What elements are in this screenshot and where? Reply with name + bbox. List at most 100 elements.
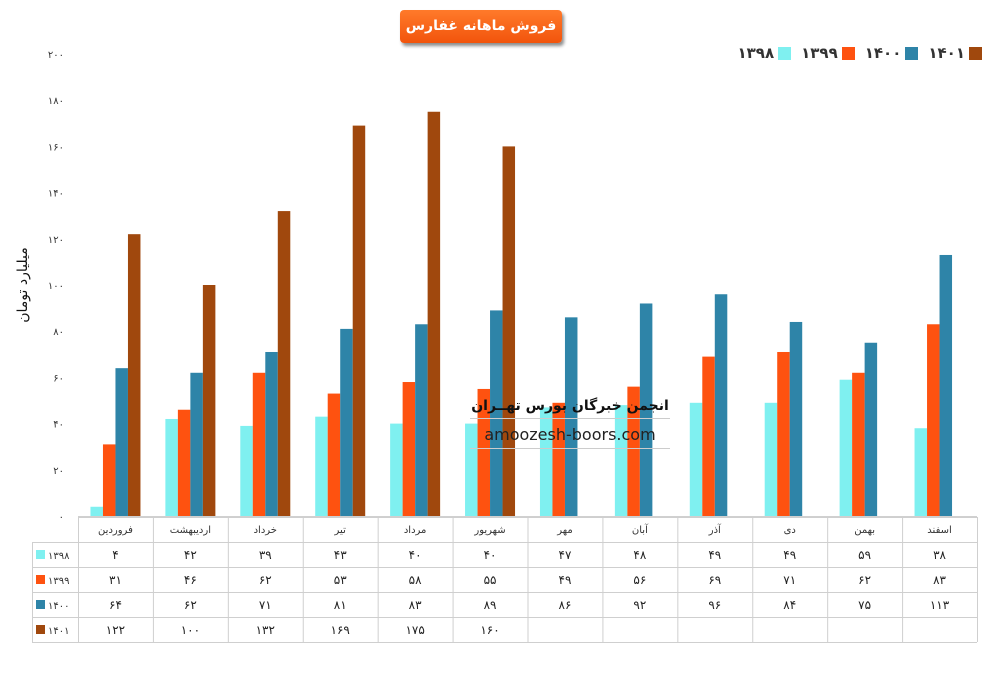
y-tick-label: ۶۰ bbox=[53, 373, 64, 384]
bar-۱۳۹۸ bbox=[390, 423, 403, 516]
bar-۱۴۰۰ bbox=[789, 321, 803, 516]
data-label: ۸۳ bbox=[409, 598, 422, 612]
data-label: ۴۳ bbox=[334, 548, 347, 562]
bar-۱۳۹۹ bbox=[552, 402, 565, 516]
bar-۱۴۰۰ bbox=[714, 294, 728, 516]
bar-۱۳۹۹ bbox=[702, 356, 715, 516]
x-tick-label: دی bbox=[784, 525, 796, 536]
y-tick-label: ۴۰ bbox=[53, 420, 64, 431]
bar-۱۴۰۱ bbox=[202, 285, 216, 516]
bar-۱۳۹۹ bbox=[177, 409, 191, 516]
data-label: ۷۱ bbox=[259, 598, 272, 612]
x-tick-label: اردیبهشت bbox=[170, 525, 211, 536]
y-tick-label: ۸۰ bbox=[53, 327, 64, 338]
legend-swatch bbox=[905, 46, 919, 60]
chart-title: فروش ماهانه غفارس bbox=[400, 10, 562, 43]
data-label: ۱۳۲ bbox=[256, 623, 275, 637]
data-label: ۴ bbox=[112, 548, 118, 562]
x-tick-label: اسفند bbox=[927, 525, 951, 536]
data-label: ۳۱ bbox=[109, 573, 122, 587]
data-label: ۳۹ bbox=[259, 548, 272, 562]
table-legend-key bbox=[36, 550, 45, 559]
divider bbox=[470, 448, 670, 449]
data-label: ۶۲ bbox=[184, 598, 197, 612]
data-label: ۸۴ bbox=[783, 598, 796, 612]
legend-item-1401: ۱۴۰۱ bbox=[928, 44, 982, 62]
legend-item-1400: ۱۴۰۰ bbox=[865, 44, 919, 62]
bar-۱۴۰۰ bbox=[864, 342, 878, 516]
bar-۱۳۹۹ bbox=[477, 388, 491, 516]
bar-۱۴۰۱ bbox=[127, 234, 141, 516]
legend-item-1398: ۱۳۹۸ bbox=[738, 44, 792, 62]
watermark: انجمن خبرگان بورس تهــران amoozesh-boors… bbox=[470, 398, 670, 453]
legend-swatch bbox=[969, 46, 982, 60]
data-label: ۱۶۹ bbox=[331, 623, 350, 637]
table-legend-key bbox=[36, 600, 45, 609]
bar-۱۴۰۰ bbox=[490, 310, 503, 516]
x-tick-label: مهر bbox=[556, 525, 572, 536]
bar-۱۳۹۹ bbox=[402, 382, 416, 516]
bar-۱۳۹۸ bbox=[315, 416, 328, 516]
data-label: ۶۲ bbox=[259, 573, 272, 587]
bar-۱۳۹۸ bbox=[839, 379, 853, 516]
data-label: ۶۴ bbox=[109, 598, 122, 612]
y-tick-label: ۱۴۰ bbox=[48, 189, 64, 200]
data-label: ۷۱ bbox=[783, 573, 796, 587]
data-label: ۴۸ bbox=[633, 548, 646, 562]
legend-label: ۱۴۰۱ bbox=[928, 44, 965, 62]
y-axis-label: میلیارد تومان bbox=[15, 247, 31, 322]
data-label: ۸۱ bbox=[334, 598, 347, 612]
data-label: ۴۹ bbox=[708, 548, 721, 562]
bar-۱۳۹۸ bbox=[614, 405, 628, 516]
data-label: ۱۲۲ bbox=[106, 623, 125, 637]
table-series-name: ۱۳۹۸ bbox=[48, 551, 70, 562]
x-tick-label: خرداد bbox=[254, 525, 277, 536]
bar-۱۴۰۰ bbox=[415, 324, 428, 516]
data-label: ۳۸ bbox=[933, 548, 946, 562]
table-legend-key bbox=[36, 575, 45, 584]
bar-۱۴۰۰ bbox=[265, 351, 278, 516]
x-tick-label: آذر bbox=[708, 523, 722, 536]
bar-۱۴۰۰ bbox=[115, 368, 128, 516]
x-tick-label: تیر bbox=[334, 525, 347, 536]
bar-۱۴۰۰ bbox=[340, 328, 353, 516]
bar-۱۳۹۸ bbox=[240, 425, 253, 516]
watermark-site: amoozesh-boors.com bbox=[484, 425, 656, 444]
data-label: ۴۷ bbox=[559, 548, 572, 562]
bar-۱۴۰۱ bbox=[427, 111, 441, 516]
divider bbox=[470, 418, 670, 419]
bar-۱۴۰۰ bbox=[564, 317, 578, 516]
data-label: ۵۹ bbox=[858, 548, 871, 562]
bar-۱۴۰۰ bbox=[190, 372, 203, 516]
legend-label: ۱۳۹۹ bbox=[801, 44, 838, 62]
data-label: ۴۹ bbox=[559, 573, 572, 587]
legend-swatch bbox=[841, 46, 855, 60]
bar-۱۳۹۸ bbox=[539, 407, 553, 516]
data-label: ۵۳ bbox=[334, 573, 347, 587]
legend-swatch bbox=[778, 46, 792, 60]
legend-label: ۱۴۰۰ bbox=[864, 44, 902, 62]
bar-۱۳۹۸ bbox=[90, 506, 103, 516]
y-tick-label: ۲۰۰ bbox=[48, 50, 64, 61]
legend-label: ۱۳۹۸ bbox=[737, 44, 775, 62]
data-label: ۱۰۰ bbox=[181, 623, 200, 637]
y-tick-label: ۲۰ bbox=[53, 466, 64, 477]
data-label: ۱۱۳ bbox=[930, 598, 950, 612]
bar-۱۳۹۸ bbox=[689, 402, 703, 516]
bar-۱۳۹۹ bbox=[927, 324, 940, 516]
data-label: ۴۲ bbox=[184, 548, 197, 562]
data-label: ۴۹ bbox=[783, 548, 796, 562]
bar-۱۳۹۹ bbox=[777, 351, 790, 516]
data-label: ۵۸ bbox=[409, 573, 422, 587]
bar-۱۳۹۸ bbox=[165, 418, 178, 516]
bar-۱۴۰۱ bbox=[352, 125, 366, 517]
data-label: ۱۷۵ bbox=[405, 623, 424, 637]
legend-item-1399: ۱۳۹۹ bbox=[801, 44, 855, 62]
bar-۱۳۹۸ bbox=[465, 423, 478, 516]
bar-۱۳۹۸ bbox=[914, 428, 928, 516]
x-tick-label: شهریور bbox=[473, 525, 505, 536]
data-label: ۸۶ bbox=[559, 598, 572, 612]
bar-۱۳۹۹ bbox=[852, 372, 865, 516]
data-label: ۱۶۰ bbox=[480, 623, 499, 637]
